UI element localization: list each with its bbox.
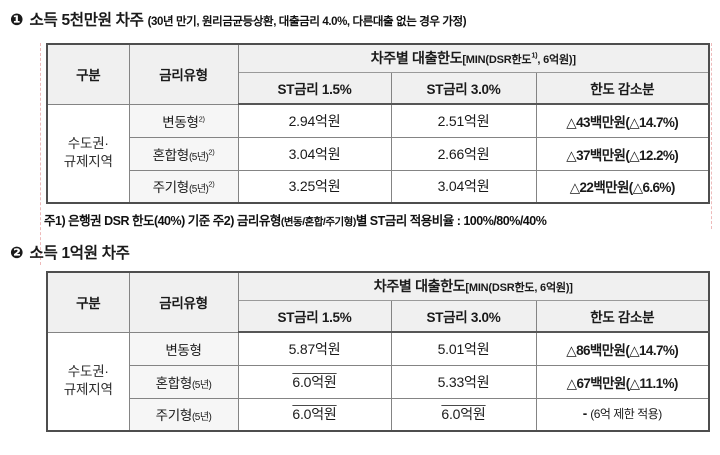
region-line1: 수도권·: [67, 136, 109, 152]
table-row: 수도권· 규제지역 변동형2) 2.94억원 2.51억원 △43백만원(△14…: [46, 103, 710, 204]
rate-type-cell: 혼합형(5년)2): [128, 136, 239, 171]
region-line2: 규제지역: [63, 154, 113, 170]
limit-st15-cell: 3.25억원: [237, 169, 392, 204]
rate-type-term: (5년): [191, 412, 212, 424]
col-header-gubun: 구분: [46, 43, 130, 105]
rate-type-cell: 변동형: [128, 331, 239, 366]
limit-st30-cell: 3.04억원: [390, 169, 537, 204]
limit-st15-cell: 5.87억원: [237, 331, 392, 366]
table-row: 구분 금리유형 차주별 대출한도[MIN(DSR한도, 6억원)]: [46, 271, 710, 333]
rate-type-label: 변동형: [165, 342, 202, 358]
limit-cut-cell: - (6억 제한 적용): [535, 397, 710, 432]
table-row: 주기형(5년)2) 3.25억원 3.04억원 △22백만원(△6.6%): [47, 169, 710, 204]
capped-value: 6.0억원: [441, 406, 486, 423]
footnote1-marker: 1): [531, 50, 538, 60]
limit-st15-cell: 2.94억원: [237, 103, 392, 138]
rate-type-label: 혼합형: [152, 147, 190, 163]
region-cell: 수도권· 규제지역: [46, 103, 130, 204]
left-change-bar: [40, 43, 41, 265]
col-header-st15: ST금리 1.5%: [237, 299, 392, 333]
limit-st15-cell: 3.04억원: [237, 136, 392, 171]
rate-type-cell: 주기형(5년): [128, 397, 239, 432]
col-header-loan-limit: 차주별 대출한도[MIN(DSR한도1), 6억원)]: [237, 43, 710, 73]
rate-type-label: 변동형: [162, 114, 199, 130]
col-header-rate-type: 금리유형: [128, 271, 239, 333]
limit-cut-cell: △86백만원(△14.7%): [535, 331, 710, 366]
region-cell: 수도권· 규제지역: [46, 331, 130, 432]
loan-limit-title: 차주별 대출한도: [370, 50, 463, 67]
footnote2-text-small: (변동/혼합/주기형): [280, 216, 356, 228]
limit-cut-cell: △22백만원(△6.6%): [535, 169, 710, 204]
table-row: ST금리 1.5% ST금리 3.0% 한도 감소분: [47, 299, 710, 333]
right-change-bar: [711, 43, 712, 229]
limit-st30-cell: 5.33억원: [390, 364, 537, 399]
table1-footnotes: 주1) 은행권 DSR 한도(40%) 기준 주2) 금리유형(변동/혼합/주기…: [44, 210, 716, 229]
capped-value: 6.0억원: [292, 373, 337, 390]
col-header-cut: 한도 감소분: [535, 71, 710, 105]
loan-limit-formula: [MIN(DSR한도, 6억원)]: [465, 282, 573, 295]
col-header-st30: ST금리 3.0%: [390, 71, 537, 105]
footnote2-label: 주2): [212, 214, 235, 228]
rate-type-term: (5년): [188, 151, 209, 163]
limit-cut-cell: △43백만원(△14.7%): [535, 103, 710, 138]
region-line1: 수도권·: [67, 364, 109, 380]
table-row: 주기형(5년) 6.0억원 6.0억원 - (6억 제한 적용): [47, 397, 710, 432]
rate-type-cell: 변동형2): [128, 103, 239, 138]
cap-applied-note: (6억 제한 적용): [590, 407, 662, 422]
region-line2: 규제지역: [63, 382, 113, 398]
footnote1-text: 은행권 DSR 한도(40%) 기준: [68, 214, 210, 228]
table-row: 혼합형(5년)2) 3.04억원 2.66억원 △37백만원(△12.2%): [47, 136, 710, 171]
limit-cut-cell: △67백만원(△11.1%): [535, 364, 710, 399]
footnote2-marker: 2): [208, 147, 215, 156]
limit-st30-cell: 2.51억원: [390, 103, 537, 138]
footnote2-marker: 2): [198, 114, 205, 123]
table-income-50m: 구분 금리유형 차주별 대출한도[MIN(DSR한도1), 6억원)] ST금리…: [46, 43, 710, 204]
limit-st30-cell: 5.01억원: [390, 331, 537, 366]
table-row: ST금리 1.5% ST금리 3.0% 한도 감소분: [47, 71, 710, 105]
footnote2-text-post: 별 ST금리 적용비율 : 100%/80%/40%: [355, 214, 547, 228]
table-row: 구분 금리유형 차주별 대출한도[MIN(DSR한도1), 6억원)]: [46, 43, 710, 105]
footnote1-label: 주1): [44, 214, 66, 228]
loan-limit-title: 차주별 대출한도: [373, 278, 466, 295]
limit-st15-cell: 6.0억원: [237, 397, 392, 432]
section2-title: ❷ 소득 1억원 차주: [10, 241, 130, 263]
rate-type-term: (5년): [188, 184, 209, 196]
rate-type-cell: 주기형(5년)2): [128, 169, 239, 204]
loan-limit-formula-post: , 6억원)]: [537, 54, 576, 67]
rate-type-label: 주기형: [152, 180, 190, 196]
circled-two-icon: ❷: [10, 245, 24, 262]
rate-type-label: 혼합형: [155, 375, 193, 391]
capped-value: 6.0억원: [292, 406, 337, 423]
circled-one-icon: ❶: [10, 12, 24, 29]
section1-assumptions: (30년 만기, 원리금균등상환, 대출금리 4.0%, 다른대출 없는 경우 …: [147, 16, 467, 28]
table-row: 수도권· 규제지역 변동형 5.87억원 5.01억원 △86백만원(△14.7…: [46, 331, 710, 432]
col-header-st30: ST금리 3.0%: [390, 299, 537, 333]
rate-type-label: 주기형: [155, 408, 193, 424]
section1-title-text: 소득 5천만원 차주: [29, 12, 144, 29]
table-row: 혼합형(5년) 6.0억원 5.33억원 △67백만원(△11.1%): [47, 364, 710, 399]
col-header-gubun: 구분: [46, 271, 130, 333]
no-reduction-dash: -: [582, 406, 588, 422]
section2-title-text: 소득 1억원 차주: [29, 245, 130, 262]
col-header-rate-type: 금리유형: [128, 43, 239, 105]
rate-type-term: (5년): [191, 379, 212, 391]
limit-st30-cell: 2.66억원: [390, 136, 537, 171]
col-header-st15: ST금리 1.5%: [237, 71, 392, 105]
footnote2-marker: 2): [208, 179, 215, 189]
col-header-loan-limit: 차주별 대출한도[MIN(DSR한도, 6억원)]: [237, 271, 710, 301]
limit-cut-cell: △37백만원(△12.2%): [535, 136, 710, 171]
col-header-cut: 한도 감소분: [535, 299, 710, 333]
loan-limit-formula-pre: [MIN(DSR한도: [462, 54, 532, 67]
limit-st15-cell: 6.0억원: [237, 364, 392, 399]
section1-title: ❶ 소득 5천만원 차주 (30년 만기, 원리금균등상환, 대출금리 4.0%, …: [10, 8, 467, 30]
table-income-100m: 구분 금리유형 차주별 대출한도[MIN(DSR한도, 6억원)] ST금리 1…: [46, 271, 710, 432]
footnote2-text-pre: 금리유형: [236, 214, 282, 228]
rate-type-cell: 혼합형(5년): [128, 364, 239, 399]
limit-st30-cell: 6.0억원: [390, 397, 537, 432]
